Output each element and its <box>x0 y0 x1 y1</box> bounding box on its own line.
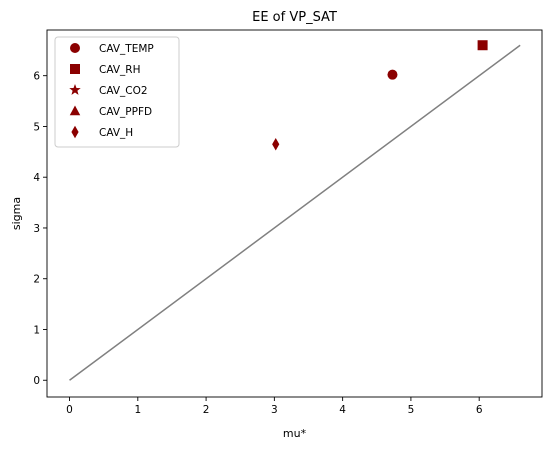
x-axis-label: mu* <box>283 427 307 440</box>
x-tick-label: 2 <box>203 404 210 416</box>
plot-area: 0 1 2 3 4 5 6 0 1 2 3 4 5 6 <box>33 29 543 416</box>
x-tick-label: 1 <box>134 404 141 416</box>
legend-marker-cav-co2 <box>69 84 81 95</box>
y-tick-label: 0 <box>33 375 40 387</box>
data-point-cav-h <box>272 137 280 151</box>
y-tick-label: 5 <box>33 121 40 133</box>
x-tick-label: 4 <box>339 404 346 416</box>
legend-label-cav-ppfd: CAV_PPFD <box>99 106 152 118</box>
data-point-cav-temp <box>387 69 398 80</box>
x-tick-label: 3 <box>271 404 278 416</box>
plot-frame <box>46 29 543 398</box>
legend-label-cav-rh: CAV_RH <box>99 64 140 76</box>
y-tick-label: 1 <box>33 324 40 336</box>
legend-label-cav-temp: CAV_TEMP <box>99 43 154 55</box>
legend-box <box>54 36 180 148</box>
reference-line <box>69 44 521 381</box>
legend-label-cav-h: CAV_H <box>99 127 133 139</box>
legend-marker-cav-h <box>71 125 79 139</box>
y-tick-label: 4 <box>33 172 40 184</box>
x-tick-label: 5 <box>408 404 415 416</box>
legend-marker-cav-ppfd <box>69 105 81 116</box>
y-tick-label: 2 <box>33 274 40 286</box>
legend-label-cav-co2: CAV_CO2 <box>99 85 148 97</box>
legend-marker-cav-rh <box>70 64 80 74</box>
y-tick-label: 3 <box>33 223 40 235</box>
y-axis-label: sigma <box>10 197 23 230</box>
legend-marker-cav-temp <box>70 43 80 53</box>
x-tick-label: 6 <box>476 404 483 416</box>
chart-title: EE of VP_SAT <box>252 10 337 25</box>
legend: CAV_TEMP CAV_RH CAV_CO2 CAV_PPFD CAV_H <box>54 36 180 148</box>
y-tick-label: 6 <box>33 71 40 83</box>
data-point-cav-rh <box>477 40 488 51</box>
x-tick-label: 0 <box>66 404 73 416</box>
